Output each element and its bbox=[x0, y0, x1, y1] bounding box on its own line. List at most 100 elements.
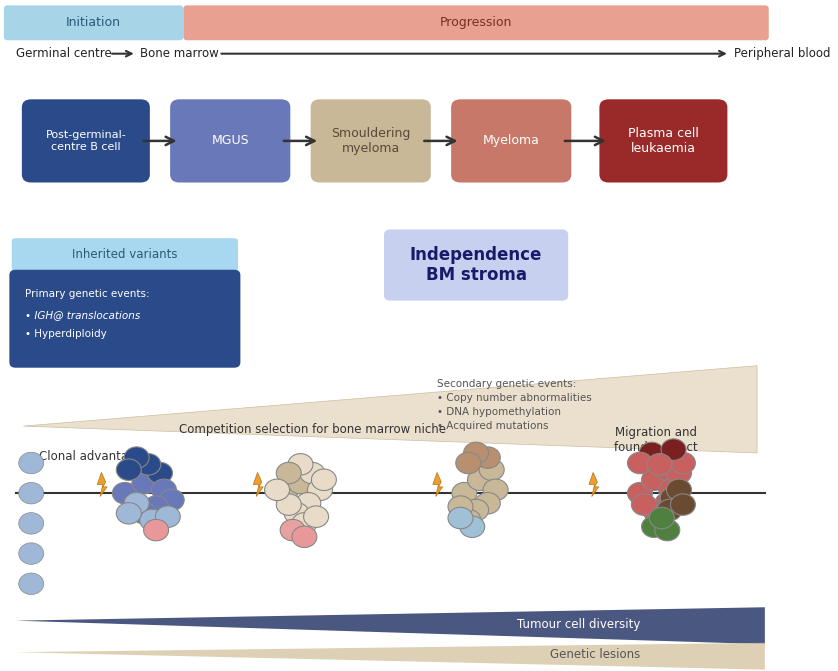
Text: Clonal advantage: Clonal advantage bbox=[39, 450, 143, 463]
Circle shape bbox=[643, 501, 668, 522]
Circle shape bbox=[463, 442, 489, 464]
FancyBboxPatch shape bbox=[384, 229, 568, 301]
FancyBboxPatch shape bbox=[9, 270, 241, 368]
Polygon shape bbox=[589, 472, 599, 497]
Polygon shape bbox=[433, 472, 442, 497]
Text: Secondary genetic events:
• Copy number abnormalities
• DNA hypomethylation
• Ac: Secondary genetic events: • Copy number … bbox=[437, 379, 592, 431]
Circle shape bbox=[468, 469, 493, 491]
Circle shape bbox=[280, 519, 305, 541]
Circle shape bbox=[155, 506, 180, 527]
Text: Peripheral blood: Peripheral blood bbox=[733, 47, 830, 60]
Circle shape bbox=[654, 519, 680, 541]
Circle shape bbox=[132, 503, 157, 524]
Text: Independence
BM stroma: Independence BM stroma bbox=[410, 246, 542, 285]
Circle shape bbox=[639, 442, 665, 464]
Circle shape bbox=[300, 462, 324, 484]
Polygon shape bbox=[16, 607, 765, 644]
Circle shape bbox=[460, 516, 484, 537]
Polygon shape bbox=[97, 472, 107, 497]
Circle shape bbox=[18, 452, 44, 474]
Circle shape bbox=[288, 454, 313, 475]
Circle shape bbox=[456, 452, 481, 474]
Circle shape bbox=[670, 452, 696, 474]
Circle shape bbox=[292, 513, 317, 534]
Circle shape bbox=[484, 479, 508, 501]
Circle shape bbox=[654, 493, 680, 514]
Circle shape bbox=[147, 462, 173, 484]
Circle shape bbox=[661, 439, 686, 460]
Circle shape bbox=[143, 496, 168, 517]
Circle shape bbox=[143, 519, 168, 541]
Circle shape bbox=[666, 479, 691, 501]
Text: MGUS: MGUS bbox=[211, 134, 249, 148]
Circle shape bbox=[284, 503, 309, 524]
Circle shape bbox=[479, 459, 504, 480]
Circle shape bbox=[647, 454, 672, 475]
FancyBboxPatch shape bbox=[451, 99, 572, 183]
Text: Initiation: Initiation bbox=[66, 16, 122, 30]
Circle shape bbox=[456, 509, 481, 531]
Circle shape bbox=[136, 454, 161, 475]
Circle shape bbox=[659, 479, 684, 501]
Text: Migration and
founder effect: Migration and founder effect bbox=[613, 425, 697, 454]
Text: Post-germinal-
centre B cell: Post-germinal- centre B cell bbox=[45, 130, 127, 152]
Circle shape bbox=[631, 494, 656, 515]
Circle shape bbox=[159, 489, 184, 511]
Circle shape bbox=[124, 493, 149, 514]
Circle shape bbox=[628, 452, 653, 474]
Circle shape bbox=[308, 479, 333, 501]
Circle shape bbox=[657, 499, 682, 521]
Circle shape bbox=[124, 447, 149, 468]
Text: Genetic lesions: Genetic lesions bbox=[550, 648, 640, 661]
Circle shape bbox=[116, 459, 142, 480]
Polygon shape bbox=[23, 366, 757, 453]
Circle shape bbox=[312, 469, 336, 491]
Circle shape bbox=[642, 469, 666, 491]
Circle shape bbox=[277, 494, 301, 515]
Text: Primary genetic events:: Primary genetic events: bbox=[25, 289, 150, 299]
Text: Plasma cell
leukaemia: Plasma cell leukaemia bbox=[628, 127, 699, 155]
Circle shape bbox=[132, 472, 157, 494]
Circle shape bbox=[18, 482, 44, 504]
Circle shape bbox=[649, 507, 675, 529]
FancyBboxPatch shape bbox=[4, 5, 184, 40]
Polygon shape bbox=[16, 643, 765, 670]
FancyBboxPatch shape bbox=[184, 5, 768, 40]
Circle shape bbox=[660, 487, 685, 509]
Text: • Hyperdiploidy: • Hyperdiploidy bbox=[25, 329, 106, 339]
Text: Smouldering
myeloma: Smouldering myeloma bbox=[331, 127, 411, 155]
Circle shape bbox=[112, 482, 137, 504]
Polygon shape bbox=[253, 472, 263, 497]
FancyBboxPatch shape bbox=[22, 99, 150, 183]
Text: Myeloma: Myeloma bbox=[483, 134, 540, 148]
Circle shape bbox=[463, 499, 489, 521]
FancyBboxPatch shape bbox=[311, 99, 431, 183]
Circle shape bbox=[628, 482, 653, 504]
Text: Progression: Progression bbox=[440, 16, 512, 30]
FancyBboxPatch shape bbox=[599, 99, 727, 183]
Circle shape bbox=[152, 479, 176, 501]
FancyBboxPatch shape bbox=[170, 99, 290, 183]
Circle shape bbox=[288, 472, 313, 494]
Circle shape bbox=[448, 507, 473, 529]
Circle shape bbox=[18, 543, 44, 564]
Circle shape bbox=[452, 482, 477, 504]
Circle shape bbox=[277, 462, 301, 484]
Circle shape bbox=[140, 509, 165, 531]
Circle shape bbox=[666, 462, 691, 484]
Text: Competition selection for bone marrow niche: Competition selection for bone marrow ni… bbox=[178, 423, 446, 436]
Circle shape bbox=[116, 503, 142, 524]
Circle shape bbox=[265, 479, 290, 501]
Circle shape bbox=[642, 516, 666, 537]
Text: Germinal centre: Germinal centre bbox=[16, 47, 111, 60]
FancyBboxPatch shape bbox=[12, 238, 238, 272]
Circle shape bbox=[296, 493, 321, 514]
Circle shape bbox=[272, 482, 297, 504]
Circle shape bbox=[303, 506, 328, 527]
Circle shape bbox=[651, 447, 676, 468]
Text: Inherited variants: Inherited variants bbox=[72, 248, 178, 262]
Circle shape bbox=[475, 493, 500, 514]
Circle shape bbox=[670, 494, 696, 515]
Text: Tumour cell diversity: Tumour cell diversity bbox=[516, 617, 640, 631]
Text: • IGH@ translocations: • IGH@ translocations bbox=[25, 310, 140, 320]
